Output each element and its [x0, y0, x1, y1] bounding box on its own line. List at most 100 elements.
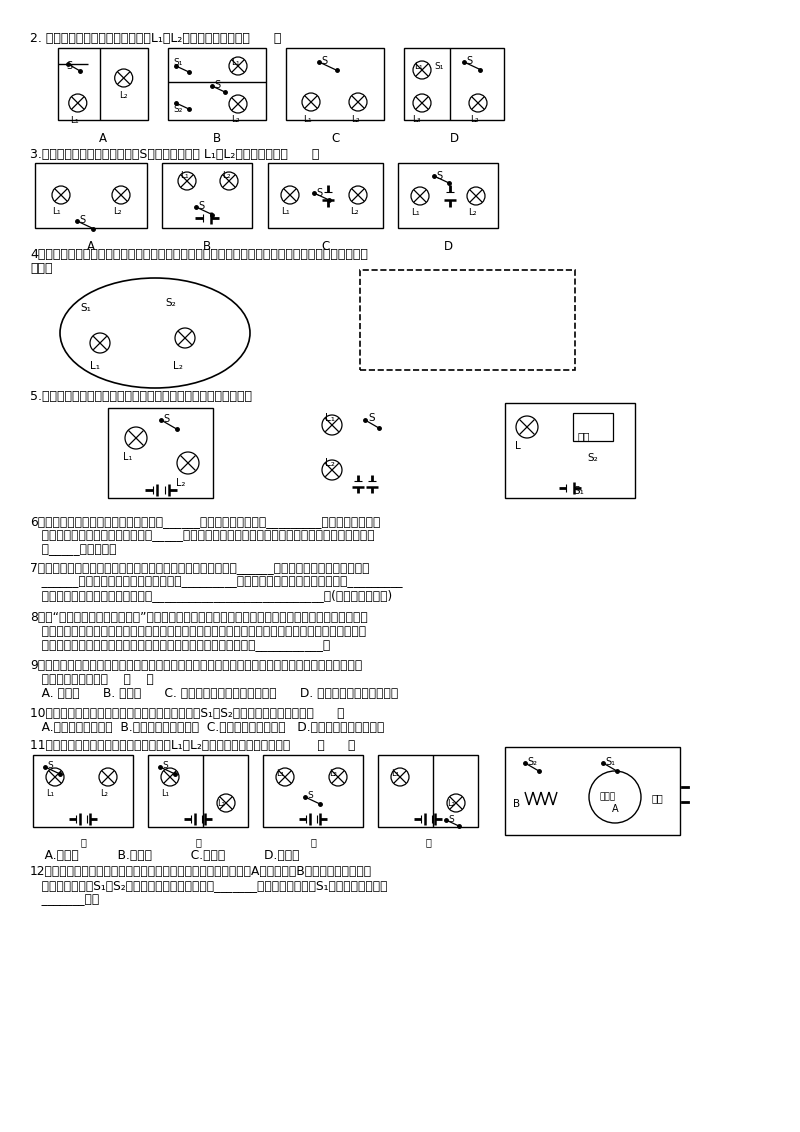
Text: L₂: L₂ [222, 171, 230, 180]
Text: 丁: 丁 [425, 837, 431, 847]
Bar [162, 163, 252, 228]
Text: L₁: L₁ [391, 769, 399, 778]
Text: L₂: L₂ [176, 478, 186, 488]
Text: S: S [162, 761, 168, 770]
Text: L₂: L₂ [100, 789, 108, 798]
Text: S₁: S₁ [80, 303, 91, 314]
Text: L₁: L₁ [90, 361, 100, 371]
Text: L₁: L₁ [52, 207, 61, 216]
Text: 丙: 丙 [310, 837, 316, 847]
Text: 6、要想得到持续的电流，电路中必须有______，而且电路还必须是_________。串联电路中，如: 6、要想得到持续的电流，电路中必须有______，而且电路还必须是_______… [30, 515, 380, 528]
Text: 11、如图所示的四个电路图中，开关能使L₁、L₂两盏灯同时发光和息灬的是       （      ）: 11、如图所示的四个电路图中，开关能使L₁、L₂两盏灯同时发光和息灬的是 （ ） [30, 739, 355, 752]
Text: S: S [321, 55, 327, 66]
Text: L₂: L₂ [113, 207, 122, 216]
Text: B: B [513, 799, 520, 809]
Text: 8、在“组成串联电路和并联电路”的实验中，小张将两个灯泡和一个开关与电源连成了一个电路，闭合: 8、在“组成串联电路和并联电路”的实验中，小张将两个灯泡和一个开关与电源连成了一… [30, 611, 368, 624]
Text: L₂: L₂ [470, 115, 478, 125]
Bar [360, 271, 575, 370]
Text: A: A [99, 132, 107, 145]
Bar [268, 163, 383, 228]
Text: S: S [368, 413, 374, 423]
Text: 果其中有一只灯泡坏了，其他灯泡_____正常工作；并联电路中，如果其中有一只灯泡坏了，其他灯: 果其中有一只灯泡坏了，其他灯泡_____正常工作；并联电路中，如果其中有一只灯泡… [30, 529, 374, 542]
Text: 开关后，发现两灯都不亮，经检查，小张发现有一个灯泡与灯座接触不良，小张将这个泡安装好后，: 开关后，发现两灯都不亮，经检查，小张发现有一个灯泡与灯座接触不良，小张将这个泡安… [30, 625, 366, 638]
Text: 入插座，当开关S₁、S₂同时闭合，电吹风吹出的是_______风；若只闭合开关S₁，电吹风吹出的是: 入插座，当开关S₁、S₂同时闭合，电吹风吹出的是_______风；若只闭合开关S… [30, 880, 387, 892]
Text: 10、跳泉实验时连接了如图所示的电路，闭合开关S₁和S₂后，下列分析正确的是（      ）: 10、跳泉实验时连接了如图所示的电路，闭合开关S₁和S₂后，下列分析正确的是（ … [30, 708, 345, 720]
Bar [33, 755, 133, 827]
Text: 乙: 乙 [195, 837, 201, 847]
Text: S: S [316, 188, 322, 198]
Bar [286, 48, 384, 120]
Text: 吹风机: 吹风机 [600, 792, 616, 801]
Text: A: A [612, 804, 618, 814]
Text: S: S [163, 414, 169, 424]
Text: S: S [66, 61, 72, 71]
Bar [404, 48, 504, 120]
Text: L₁: L₁ [180, 171, 189, 180]
Text: L₂: L₂ [351, 115, 360, 125]
Text: S: S [214, 80, 220, 91]
Text: S₁: S₁ [573, 486, 584, 496]
Text: 电铃: 电铃 [578, 431, 590, 441]
Text: L₂: L₂ [350, 207, 358, 216]
Text: L₁: L₁ [231, 58, 240, 67]
Text: 7、家庭电路中的电冰箔、电视机、电灯等用电器的连接方式是______联；开关和被控制的用电器是: 7、家庭电路中的电冰箔、电视机、电灯等用电器的连接方式是______联；开关和被… [30, 561, 370, 574]
Bar [148, 755, 248, 827]
Bar [168, 48, 266, 120]
Bar [398, 163, 498, 228]
Text: L₂: L₂ [325, 458, 335, 468]
Text: L₁: L₁ [46, 789, 54, 798]
Bar [505, 747, 680, 835]
Text: L₁: L₁ [325, 413, 335, 423]
Text: L₁: L₁ [414, 62, 422, 71]
Text: L₂: L₂ [217, 799, 225, 808]
Text: 泡_____正常工作。: 泡_____正常工作。 [30, 543, 117, 556]
Text: A. 串联的      B. 并联的      C. 可能是串联的，也可能是并联      D. 不能确定是何种连接方式: A. 串联的 B. 并联的 C. 可能是串联的，也可能是并联 D. 不能确定是何… [30, 687, 398, 700]
Text: L: L [515, 441, 521, 451]
Text: S: S [436, 171, 442, 181]
Text: 插头: 插头 [652, 794, 664, 803]
Text: S: S [198, 201, 204, 211]
Text: S₂: S₂ [173, 105, 182, 114]
Text: L₂: L₂ [329, 769, 337, 778]
Text: 再次闭合开关，两灯都发光了，由此可以判定，两灯的连接关系为___________。: 再次闭合开关，两灯都发光了，由此可以判定，两灯的连接关系为___________… [30, 638, 330, 652]
Text: L₃: L₃ [412, 115, 421, 125]
Text: S: S [307, 791, 313, 800]
Text: 能，家用电器中应用了电动机的有____________________________等(填一种家用电器): 能，家用电器中应用了电动机的有_________________________… [30, 589, 392, 602]
Text: S₂: S₂ [587, 453, 598, 463]
Text: 部分。: 部分。 [30, 261, 53, 275]
Text: 4．按如图所示的电路，在虚线框内画出相应的电路图，并在画出的电路图上用彩色笔描出电路的干路: 4．按如图所示的电路，在虚线框内画出相应的电路图，并在画出的电路图上用彩色笔描出… [30, 248, 368, 261]
Text: S₁: S₁ [434, 62, 443, 71]
Text: S: S [79, 215, 85, 225]
Text: C: C [331, 132, 339, 145]
Text: L₁: L₁ [123, 452, 132, 462]
Text: S: S [47, 761, 53, 770]
Text: S₁: S₁ [173, 58, 182, 67]
Text: S₁: S₁ [605, 757, 615, 767]
Text: B: B [203, 240, 211, 252]
Bar [378, 755, 478, 827]
Text: C: C [322, 240, 330, 252]
Text: 12、如图是一把既能吹冷风又能吹热风的电吹风简化电路图，图中A是吹风机，B是电热丝。将插头插: 12、如图是一把既能吹冷风又能吹热风的电吹风简化电路图，图中A是吹风机，B是电热… [30, 865, 372, 878]
Bar [58, 48, 148, 120]
Text: S₂: S₂ [165, 298, 176, 308]
Text: D: D [443, 240, 453, 252]
Text: A: A [87, 240, 95, 252]
Text: L₂: L₂ [468, 208, 477, 217]
Text: L₁: L₁ [161, 789, 169, 798]
Text: A.小灯泡亮、电铃响  B.小灯泡亮、电铃不响  C.小灯泡不亮、电铃响   D.小灯泡不亮、电铃不响: A.小灯泡亮、电铃响 B.小灯泡亮、电铃不响 C.小灯泡不亮、电铃响 D.小灯泡… [30, 721, 384, 734]
Text: B: B [213, 132, 221, 145]
Text: L₂: L₂ [231, 115, 240, 125]
Text: L₁: L₁ [276, 769, 284, 778]
Text: 3.在如图所示的各电路中，开关S闭合后，小灯炮 L₁、L₂都能发光的是（      ）: 3.在如图所示的各电路中，开关S闭合后，小灯炮 L₁、L₂都能发光的是（ ） [30, 148, 319, 161]
Text: S₂: S₂ [527, 757, 537, 767]
Text: 9、马路上的路灯总是一齐亮，一齐灭。如果它们其中一盏灯的灯丝断了，其它灯仍能正常发光。根据: 9、马路上的路灯总是一齐亮，一齐灭。如果它们其中一盏灯的灯丝断了，其它灯仍能正常… [30, 659, 362, 672]
Text: L₁: L₁ [303, 115, 312, 125]
Text: S: S [466, 55, 472, 66]
Text: L₁: L₁ [70, 115, 79, 125]
Bar [35, 163, 147, 228]
Text: 2. 如图所示，开关都闭合时，灯泡L₁与L₂组成串联电路的是（      ）: 2. 如图所示，开关都闭合时，灯泡L₁与L₂组成串联电路的是（ ） [30, 32, 282, 45]
Text: L₂: L₂ [119, 91, 128, 100]
Bar [505, 403, 635, 498]
Text: D: D [450, 132, 458, 145]
Text: L₁: L₁ [411, 208, 420, 217]
